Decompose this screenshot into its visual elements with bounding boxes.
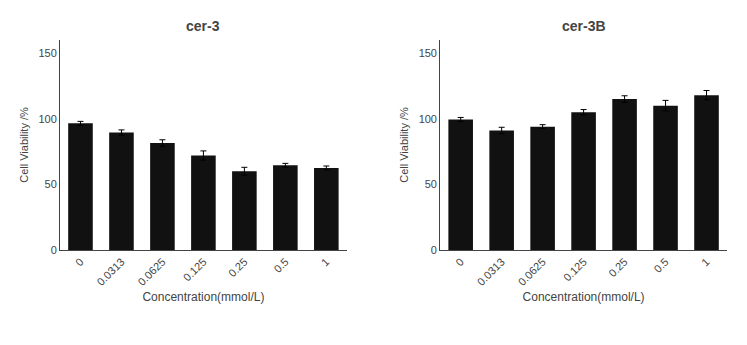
svg-text:0: 0: [453, 256, 466, 269]
svg-text:0.25: 0.25: [606, 256, 630, 280]
svg-text:1: 1: [319, 256, 332, 269]
svg-text:150: 150: [419, 47, 437, 59]
svg-text:0.0625: 0.0625: [516, 256, 548, 288]
svg-text:0: 0: [51, 244, 57, 256]
svg-text:cer-3: cer-3: [186, 18, 220, 34]
svg-text:0.125: 0.125: [561, 256, 589, 284]
svg-text:0: 0: [431, 244, 437, 256]
svg-text:Cell Viability /%: Cell Viability /%: [398, 107, 410, 183]
svg-text:Concentration(mmol/L): Concentration(mmol/L): [523, 290, 645, 304]
svg-text:0.5: 0.5: [652, 256, 671, 275]
svg-text:Cell Viability /%: Cell Viability /%: [18, 107, 30, 183]
svg-text:cer-3B: cer-3B: [562, 18, 606, 34]
svg-text:0.25: 0.25: [226, 256, 250, 280]
svg-text:150: 150: [38, 47, 56, 59]
svg-text:50: 50: [425, 178, 437, 190]
svg-text:0.0625: 0.0625: [135, 256, 167, 288]
svg-text:100: 100: [419, 113, 437, 125]
svg-text:1: 1: [699, 256, 712, 269]
svg-text:Concentration(mmol/L): Concentration(mmol/L): [142, 290, 264, 304]
svg-text:0.0313: 0.0313: [94, 256, 126, 288]
svg-text:0.5: 0.5: [271, 256, 290, 275]
svg-text:100: 100: [38, 113, 56, 125]
svg-text:0: 0: [73, 256, 86, 269]
svg-text:0.0313: 0.0313: [475, 256, 507, 288]
svg-text:50: 50: [45, 178, 57, 190]
svg-text:0.125: 0.125: [181, 256, 209, 284]
